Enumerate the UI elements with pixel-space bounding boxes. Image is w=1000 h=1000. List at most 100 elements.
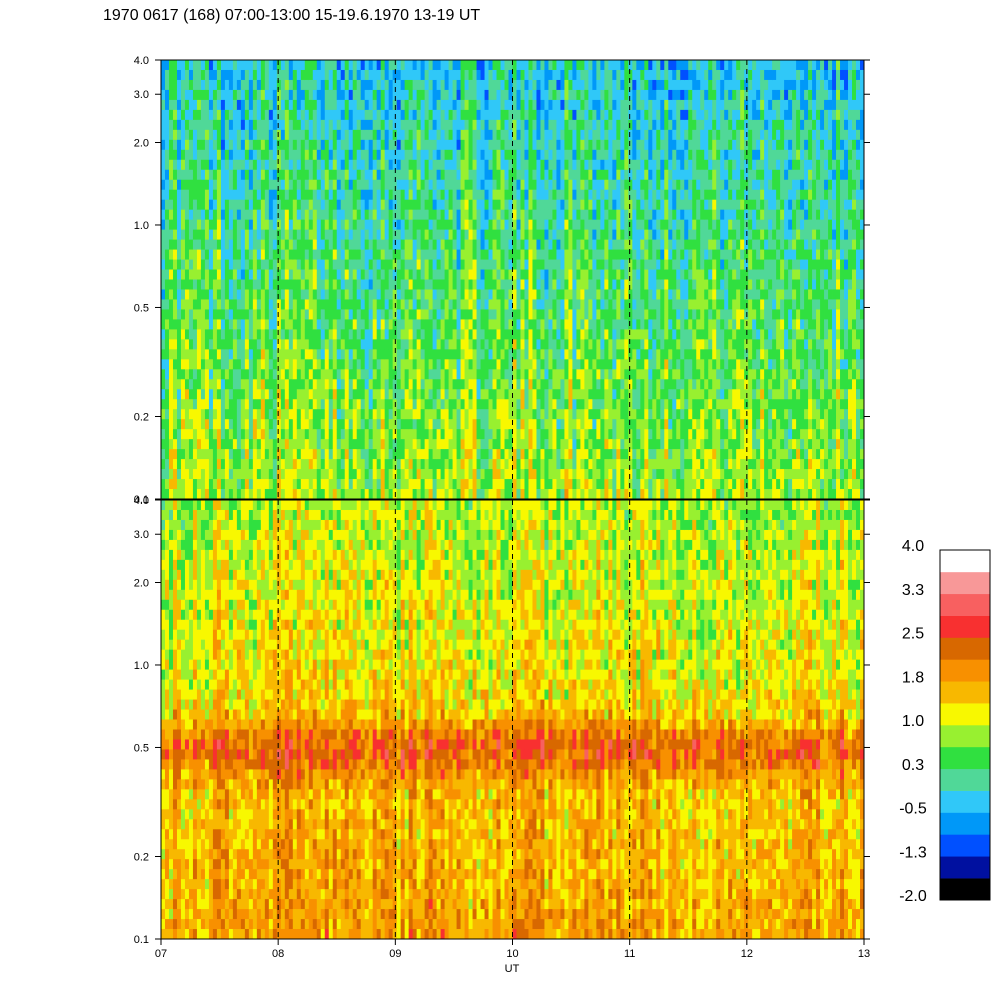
- heatmap-cell: [248, 479, 254, 490]
- heatmap-cell: [268, 409, 274, 420]
- heatmap-cell: [332, 109, 338, 121]
- heatmap-cell: [276, 319, 282, 330]
- heatmap-cell: [288, 139, 294, 151]
- heatmap-cell: [588, 339, 593, 350]
- heatmap-cell: [256, 409, 262, 420]
- heatmap-cell: [520, 169, 525, 181]
- heatmap-cell: [200, 279, 206, 290]
- heatmap-cell: [488, 149, 493, 161]
- heatmap-cell: [492, 429, 497, 440]
- heatmap-cell: [308, 119, 314, 131]
- heatmap-cell: [496, 99, 501, 111]
- heatmap-cell: [612, 269, 617, 280]
- heatmap-cell: [228, 139, 234, 151]
- heatmap-cell: [224, 489, 230, 500]
- heatmap-cell: [400, 159, 406, 171]
- heatmap-cell: [412, 329, 418, 340]
- heatmap-cell: [420, 429, 426, 440]
- heatmap-cell: [236, 489, 242, 500]
- heatmap-cell: [220, 409, 226, 420]
- heatmap-cell: [252, 459, 258, 470]
- heatmap-cell: [436, 419, 441, 430]
- heatmap-cell: [208, 179, 214, 191]
- heatmap-cell: [540, 229, 545, 240]
- heatmap-cell: [412, 359, 418, 370]
- heatmap-cell: [268, 139, 274, 151]
- heatmap-cell: [512, 419, 517, 430]
- heatmap-cell: [164, 99, 170, 111]
- heatmap-cell: [524, 259, 529, 270]
- heatmap-cell: [576, 349, 581, 360]
- heatmap-cell: [416, 319, 422, 330]
- heatmap-cell: [492, 479, 497, 490]
- heatmap-cell: [320, 469, 326, 480]
- heatmap-cell: [472, 269, 477, 280]
- heatmap-cell: [300, 489, 306, 500]
- heatmap-cell: [516, 69, 521, 81]
- heatmap-cell: [496, 339, 501, 350]
- heatmap-cell: [184, 459, 190, 470]
- heatmap-cell: [208, 399, 214, 410]
- heatmap-cell: [388, 289, 394, 300]
- heatmap-cell: [220, 189, 226, 201]
- heatmap-cell: [408, 249, 414, 260]
- heatmap-cell: [256, 189, 262, 201]
- heatmap-cell: [304, 89, 310, 101]
- heatmap-cell: [304, 199, 310, 211]
- heatmap-cell: [244, 209, 250, 221]
- heatmap-cell: [300, 169, 306, 181]
- heatmap-cell: [540, 399, 545, 410]
- heatmap-cell: [608, 479, 613, 490]
- heatmap-cell: [208, 149, 214, 161]
- heatmap-cell: [552, 239, 557, 250]
- heatmap-cell: [520, 329, 525, 340]
- heatmap-cell: [384, 319, 390, 330]
- heatmap-cell: [248, 359, 254, 370]
- heatmap-cell: [548, 289, 553, 300]
- heatmap-cell: [480, 439, 485, 450]
- heatmap-cell: [352, 219, 358, 231]
- heatmap-cell: [584, 349, 589, 360]
- heatmap-cell: [176, 60, 182, 71]
- heatmap-cell: [340, 189, 346, 201]
- heatmap-cell: [456, 289, 461, 300]
- heatmap-cell: [161, 389, 166, 400]
- heatmap-cell: [412, 129, 418, 141]
- heatmap-cell: [488, 269, 493, 280]
- heatmap-cell: [416, 149, 422, 161]
- heatmap-cell: [308, 159, 314, 171]
- heatmap-cell: [252, 159, 258, 171]
- heatmap-cell: [232, 99, 238, 111]
- heatmap-cell: [356, 479, 362, 490]
- heatmap-cell: [592, 469, 597, 480]
- heatmap-cell: [352, 489, 358, 500]
- heatmap-cell: [464, 359, 469, 370]
- heatmap-cell: [508, 329, 513, 340]
- heatmap-cell: [248, 369, 254, 380]
- heatmap-cell: [580, 469, 585, 480]
- heatmap-cell: [480, 259, 485, 270]
- heatmap-cell: [360, 209, 366, 221]
- heatmap-cell: [368, 69, 374, 81]
- heatmap-cell: [161, 269, 166, 280]
- heatmap-cell: [504, 119, 509, 131]
- heatmap-cell: [536, 89, 541, 101]
- heatmap-cell: [568, 349, 573, 360]
- heatmap-cell: [448, 369, 453, 380]
- heatmap-cell: [544, 219, 549, 231]
- heatmap-cell: [404, 439, 410, 450]
- heatmap-cell: [484, 99, 489, 111]
- heatmap-cell: [252, 489, 258, 500]
- heatmap-cell: [524, 219, 529, 231]
- heatmap-cell: [296, 289, 302, 300]
- heatmap-cell: [296, 389, 302, 400]
- heatmap-cell: [488, 299, 493, 310]
- heatmap-cell: [236, 329, 242, 340]
- heatmap-cell: [508, 229, 513, 240]
- heatmap-cell: [452, 299, 457, 310]
- heatmap-cell: [436, 429, 441, 440]
- heatmap-cell: [256, 479, 262, 490]
- heatmap-cell: [464, 339, 469, 350]
- heatmap-cell: [532, 79, 537, 91]
- heatmap-cell: [536, 239, 541, 250]
